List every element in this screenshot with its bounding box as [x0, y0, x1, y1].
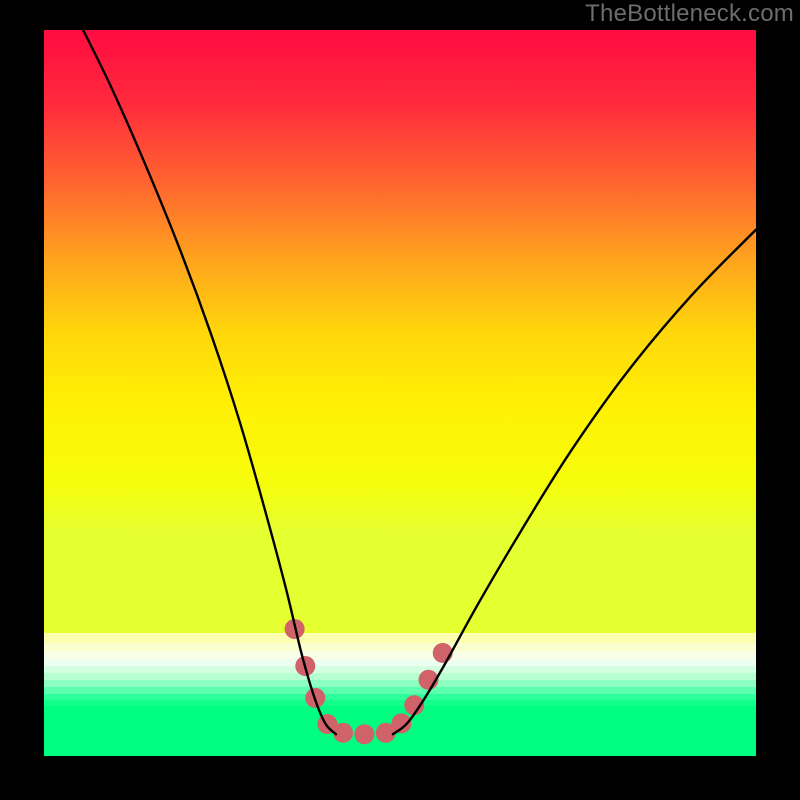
chart-plot-area: [44, 30, 756, 756]
frame-border-top: [0, 0, 800, 30]
bottleneck-marker: [433, 643, 453, 663]
frame-border-right: [756, 30, 800, 800]
frame-border-bottom: [0, 756, 800, 800]
bottleneck-marker: [354, 724, 374, 744]
frame-border-left: [0, 30, 44, 800]
chart-curve-layer: [44, 30, 756, 756]
curve-right: [393, 230, 756, 735]
